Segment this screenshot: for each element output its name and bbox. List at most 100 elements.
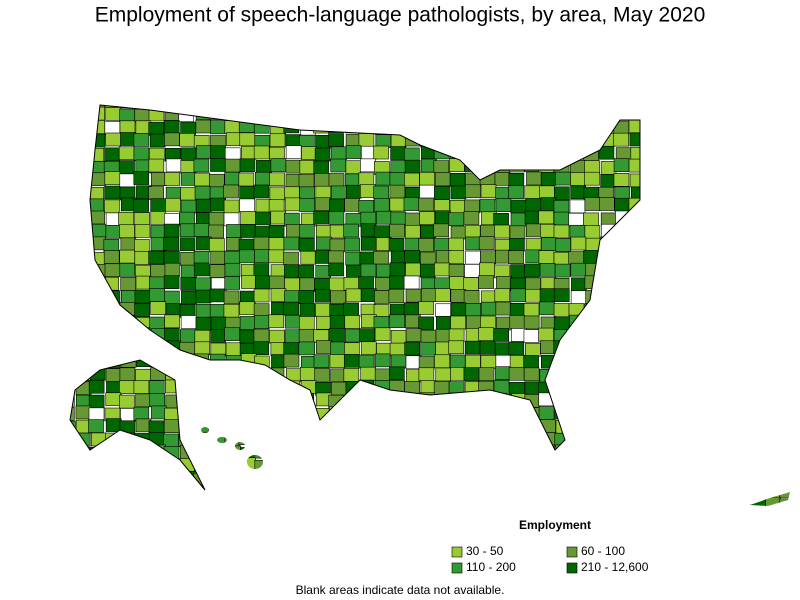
map-area [345,119,361,134]
map-area [795,355,800,368]
map-area [88,419,104,433]
map-area [388,447,405,461]
map-area [496,276,512,290]
map-area [299,406,316,420]
map-area [209,472,226,486]
map-area [794,276,800,289]
map-area [211,393,227,408]
map-area [240,105,257,109]
map-area [508,431,525,446]
map-outline [69,104,641,491]
map-area [508,470,525,485]
map-area [314,147,331,162]
map-area [224,171,241,186]
map-area [70,327,75,342]
map-area [133,380,150,394]
map-area [628,483,645,498]
map-area [420,380,437,394]
map-area [223,394,240,409]
map-area [209,353,226,368]
map-area [269,275,285,290]
map-area [253,184,270,199]
map-area [330,158,347,173]
map-area [764,460,781,474]
map-area [193,223,210,237]
map-area [434,185,450,200]
map-area [328,262,345,277]
map-area [70,145,76,160]
map-area [554,432,571,447]
map-area [630,407,646,422]
map-area [240,498,257,506]
map-area [703,341,720,355]
map-area [675,498,692,506]
map-area [435,210,451,225]
map-area [478,236,495,250]
map-area [75,301,91,315]
map-area [450,471,467,485]
map-area [568,251,584,265]
map-area [689,290,706,305]
map-area [479,147,496,162]
map-area [645,484,662,499]
map-area [194,185,211,200]
map-area [284,290,300,304]
map-area [510,444,527,459]
map-area [283,251,299,266]
map-area [329,277,345,292]
map-area [660,249,677,264]
map-area [256,470,272,485]
map-area [404,496,420,506]
map-area [90,483,107,498]
map-area [343,108,360,122]
map-area [120,237,137,252]
map-area [525,238,542,252]
map-area [284,329,301,344]
map-area [226,355,242,369]
map-area [360,237,377,251]
map-area [315,197,331,212]
map-area [675,105,692,109]
map-area [735,498,751,506]
map-area [151,405,167,420]
map-area [480,250,496,265]
map-area [643,392,660,406]
map-area [733,444,749,458]
map-area [286,446,302,460]
map-area [388,237,405,252]
map-area [343,471,360,485]
map-area [688,277,705,292]
map-area [134,251,151,265]
map-area [494,172,511,186]
map-area [583,445,600,460]
map-area [765,212,781,226]
map-area [750,277,767,291]
map-area [509,406,525,421]
map-area [524,108,541,122]
map-area [780,289,790,303]
map-area [749,197,765,211]
map-area [373,107,390,121]
map-area [70,264,75,279]
map-area [239,106,255,121]
map-area [388,459,405,474]
map-area [73,367,89,382]
map-area [373,145,389,160]
map-area [495,135,512,149]
map-area [254,393,270,408]
map-area [254,105,271,108]
map-area [179,355,196,370]
map-area [796,198,800,211]
map-area [615,368,632,383]
map-area [253,108,270,122]
map-area [659,483,676,497]
map-area [268,237,285,251]
map-area [750,236,767,250]
map-area [434,262,450,277]
map-area [555,146,572,161]
map-area [675,407,692,421]
map-area [765,367,781,382]
map-area [465,472,481,487]
map-area [285,145,302,159]
